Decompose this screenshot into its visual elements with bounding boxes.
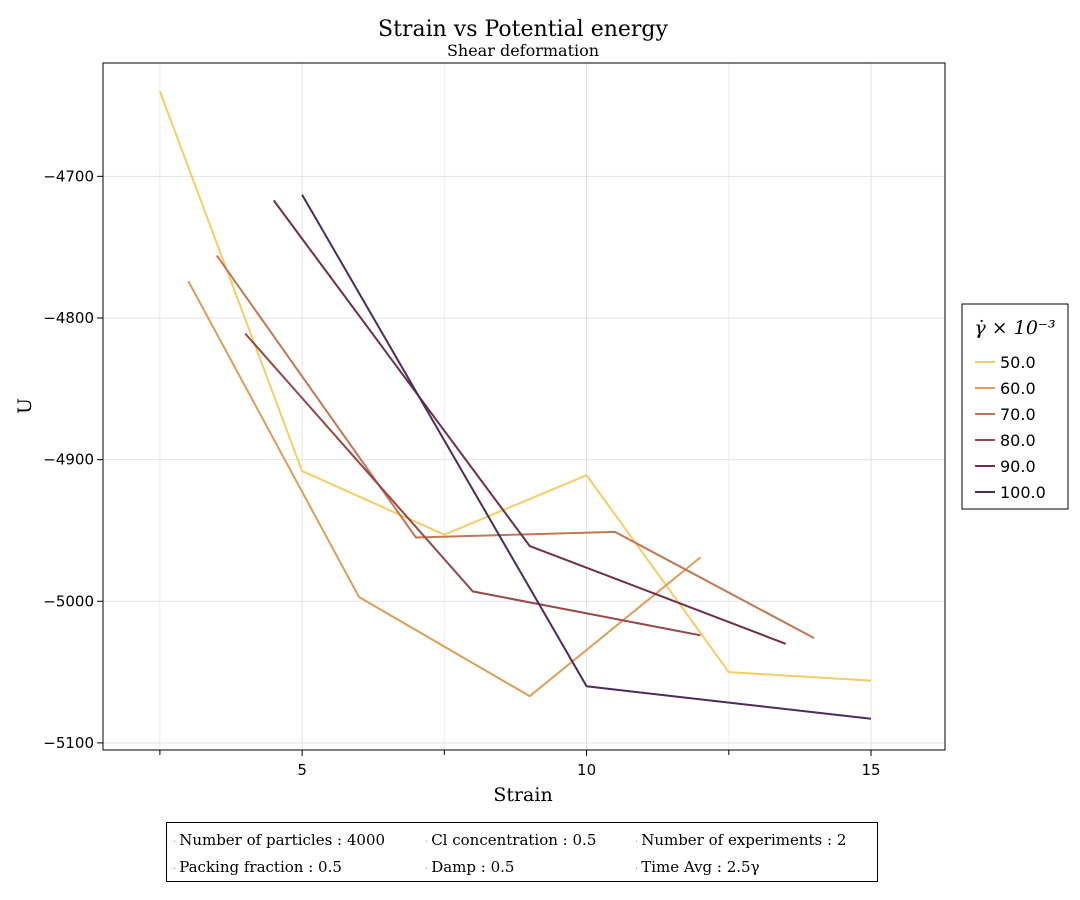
param-text: Packing fraction : 0.5 [179, 858, 342, 876]
legend-box [961, 303, 1069, 510]
param-num-particles: · Number of particles : 4000 [173, 831, 386, 849]
series-line-50.0 [158, 90, 872, 682]
legend-title: γ̇ × 10⁻³ [974, 317, 1055, 339]
legend-label-60.0: 60.0 [1000, 379, 1036, 398]
y-axis-label: U [14, 398, 36, 414]
series-line-70.0 [215, 255, 815, 639]
param-time-avg: · Time Avg : 2.5γ [635, 858, 760, 876]
axis-ticks: 5 10 15 −4700 −4800 −4900 −5000 −5100 [43, 167, 880, 779]
legend-label-90.0: 90.0 [1000, 457, 1036, 476]
parameters-box: · Number of particles : 4000 · Cl concentr… [166, 822, 878, 882]
x-tick-label: 15 [861, 761, 880, 779]
param-text: Number of experiments : 2 [641, 831, 847, 849]
grid [103, 63, 945, 750]
series-line-90.0 [272, 199, 787, 645]
chart-canvas: Strain vs Potential energy Shear deforma… [14, 17, 1069, 806]
param-damp: · Damp : 0.5 [425, 858, 515, 876]
y-tick-label: −4700 [43, 167, 94, 185]
x-axis-label: Strain [493, 784, 552, 806]
param-text: Cl concentration : 0.5 [431, 831, 597, 849]
param-text: Damp : 0.5 [431, 858, 515, 876]
param-packing-fraction: · Packing fraction : 0.5 [173, 858, 342, 876]
y-tick-label: −5100 [43, 734, 94, 752]
legend-label-100.0: 100.0 [1000, 483, 1046, 502]
x-tick-label: 10 [577, 761, 596, 779]
param-cl-concentration: · Cl concentration : 0.5 [425, 831, 597, 849]
legend-label-70.0: 70.0 [1000, 405, 1036, 424]
chart-subtitle: Shear deformation [447, 41, 599, 60]
series-lines [158, 90, 872, 720]
series-line-80.0 [244, 332, 701, 637]
param-num-experiments: · Number of experiments : 2 [635, 831, 847, 849]
param-text: Time Avg : 2.5γ [641, 858, 760, 876]
chart-title: Strain vs Potential energy [378, 17, 668, 42]
plot-frame [102, 62, 946, 751]
legend-label-80.0: 80.0 [1000, 431, 1036, 450]
legend-entries: 50.0 60.0 70.0 80.0 90.0 100.0 [975, 353, 1046, 502]
series-line-60.0 [187, 280, 702, 698]
x-tick-label: 5 [297, 761, 307, 779]
legend-label-50.0: 50.0 [1000, 353, 1036, 372]
param-text: Number of particles : 4000 [179, 831, 386, 849]
y-tick-label: −4800 [43, 309, 94, 327]
series-line-100.0 [301, 194, 872, 720]
legend: γ̇ × 10⁻³ 50.0 60.0 70.0 80.0 90.0 100.0 [961, 303, 1069, 510]
y-tick-label: −4900 [43, 451, 94, 469]
y-tick-label: −5000 [43, 592, 94, 610]
